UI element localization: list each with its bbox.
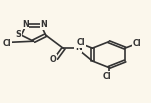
Text: Cl: Cl: [3, 39, 12, 48]
Text: N: N: [75, 43, 82, 52]
Text: Cl: Cl: [133, 39, 141, 49]
Text: N: N: [41, 20, 47, 29]
Text: Cl: Cl: [77, 38, 85, 47]
Text: S: S: [16, 30, 22, 39]
Text: Cl: Cl: [103, 72, 112, 81]
Text: N: N: [22, 20, 29, 29]
Text: O: O: [49, 55, 56, 64]
Text: H: H: [77, 43, 83, 49]
